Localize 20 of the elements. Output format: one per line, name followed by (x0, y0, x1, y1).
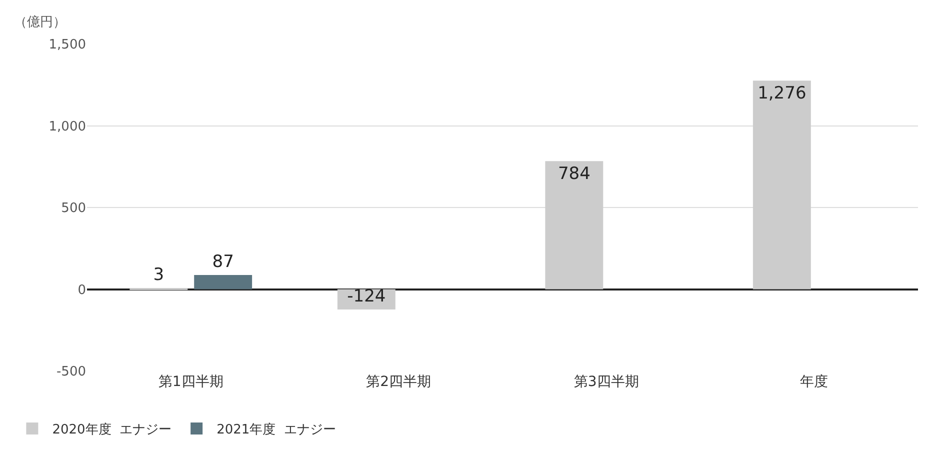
y-tick-label: 1,000 (48, 119, 86, 134)
x-tick-label: 第1四半期 (158, 374, 224, 390)
data-label: 87 (212, 252, 234, 272)
bar (194, 275, 252, 290)
x-tick-label: 年度 (800, 374, 828, 390)
y-tick-label: 1,500 (48, 38, 86, 53)
legend-label: 2020年度 エナジー (52, 422, 172, 438)
x-tick-label: 第2四半期 (366, 374, 432, 390)
data-label: 784 (558, 164, 590, 184)
y-tick-label: 0 (78, 282, 86, 298)
y-tick-label: 500 (61, 201, 86, 216)
bar (752, 80, 811, 290)
y-axis-title: （億円） (14, 15, 66, 30)
y-tick-label: -500 (56, 364, 86, 380)
data-label: 1,276 (758, 84, 806, 104)
data-label: -124 (347, 286, 386, 307)
x-tick-label: 第3四半期 (574, 374, 639, 390)
data-label: 3 (153, 265, 164, 285)
legend-label: 2021年度 エナジー (216, 422, 336, 438)
bar (545, 161, 604, 290)
